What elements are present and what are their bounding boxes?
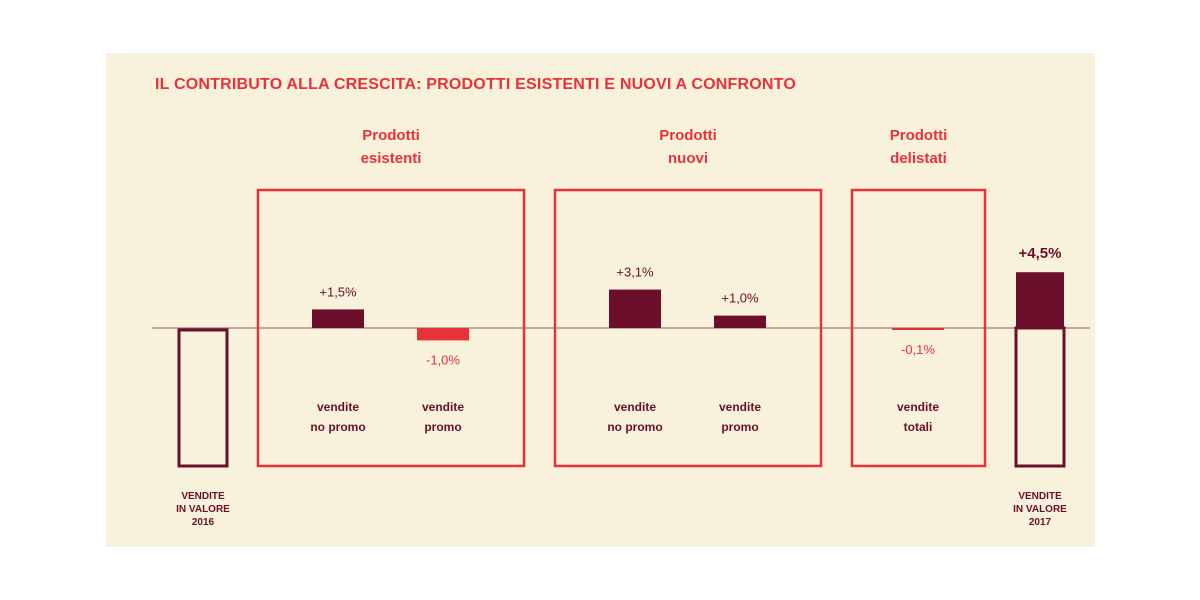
end-label: 2017 xyxy=(1029,517,1052,528)
group-label: nuovi xyxy=(668,150,708,167)
data-label: +1,5% xyxy=(319,284,357,299)
bar-category-label: totali xyxy=(904,420,933,434)
contribution-bar xyxy=(312,309,364,328)
bar-category-label: vendite xyxy=(422,400,464,414)
data-label: -0,1% xyxy=(901,342,935,357)
bar-category-label: no promo xyxy=(607,420,662,434)
bar-category-label: vendite xyxy=(719,400,761,414)
bar-category-label: no promo xyxy=(310,420,365,434)
group-label: Prodotti xyxy=(659,127,717,144)
start-label: IN VALORE xyxy=(176,504,230,515)
group-label: Prodotti xyxy=(362,127,420,144)
start-label: 2016 xyxy=(192,517,215,528)
group-label: Prodotti xyxy=(890,127,948,144)
end-bar-top xyxy=(1016,272,1064,328)
contribution-bar xyxy=(609,289,661,328)
contribution-bar xyxy=(892,328,944,330)
end-value-label: +4,5% xyxy=(1019,245,1062,262)
bar-category-label: promo xyxy=(424,420,461,434)
data-label: -1,0% xyxy=(426,352,460,367)
group-label: esistenti xyxy=(361,150,422,167)
group-label: delistati xyxy=(890,150,947,167)
end-label: VENDITE xyxy=(1018,491,1062,502)
data-label: +1,0% xyxy=(721,291,759,306)
chart-panel xyxy=(106,53,1095,547)
start-bar xyxy=(177,328,229,468)
bar-category-label: vendite xyxy=(317,400,359,414)
chart-title: IL CONTRIBUTO ALLA CRESCITA: PRODOTTI ES… xyxy=(155,76,796,93)
data-label: +3,1% xyxy=(616,265,654,280)
start-label: VENDITE xyxy=(181,491,225,502)
end-bar-bottom xyxy=(1014,326,1066,468)
bar-category-label: vendite xyxy=(614,400,656,414)
contribution-bar xyxy=(714,315,766,328)
end-label: IN VALORE xyxy=(1013,504,1067,515)
bar-category-label: promo xyxy=(721,420,758,434)
bar-category-label: vendite xyxy=(897,400,939,414)
contribution-bar xyxy=(417,328,469,341)
